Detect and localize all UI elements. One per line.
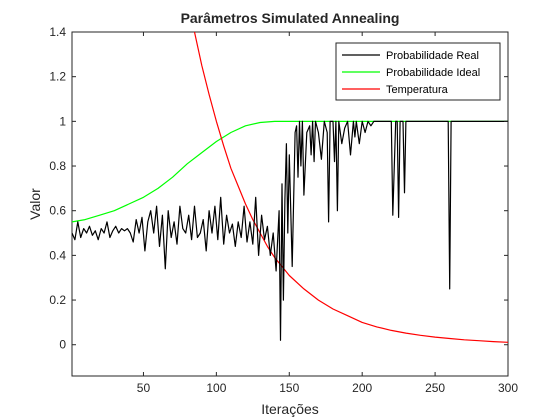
y-axis-label: Valor <box>27 188 43 220</box>
y-tick-label: 0.6 <box>49 204 66 218</box>
x-tick-label: 200 <box>352 381 372 395</box>
y-tick-label: 1 <box>59 114 66 128</box>
series-layer <box>72 32 508 343</box>
series-line-2 <box>193 32 508 343</box>
y-tick-label: 0.2 <box>49 293 66 307</box>
series-line-1 <box>72 120 508 223</box>
x-tick-label: 100 <box>206 381 226 395</box>
y-tick-label: 0.4 <box>49 248 66 262</box>
legend-label-2: Temperatura <box>386 84 449 96</box>
x-axis-label: Iterações <box>261 401 319 417</box>
x-tick-label: 150 <box>279 381 299 395</box>
tick-layer: 50 100 150 200 250 300 0 0.2 0.4 0.6 0.8 1 1.2 1.4 <box>49 25 518 395</box>
y-tick-label: 1.2 <box>49 70 66 84</box>
y-tick-label: 0 <box>59 338 66 352</box>
x-tick-label: 250 <box>425 381 445 395</box>
legend-label-0: Probabilidade Real <box>386 50 479 62</box>
x-tick-label: 300 <box>498 381 518 395</box>
y-tick-label: 0.8 <box>49 159 66 173</box>
chart-title: Parâmetros Simulated Annealing <box>181 10 400 26</box>
y-tick-label: 1.4 <box>49 25 66 39</box>
legend: Probabilidade Real Probabilidade Ideal Tem… <box>335 42 501 101</box>
x-tick-label: 50 <box>137 381 151 395</box>
legend-label-1: Probabilidade Ideal <box>386 67 480 79</box>
series-line-0 <box>72 120 508 341</box>
